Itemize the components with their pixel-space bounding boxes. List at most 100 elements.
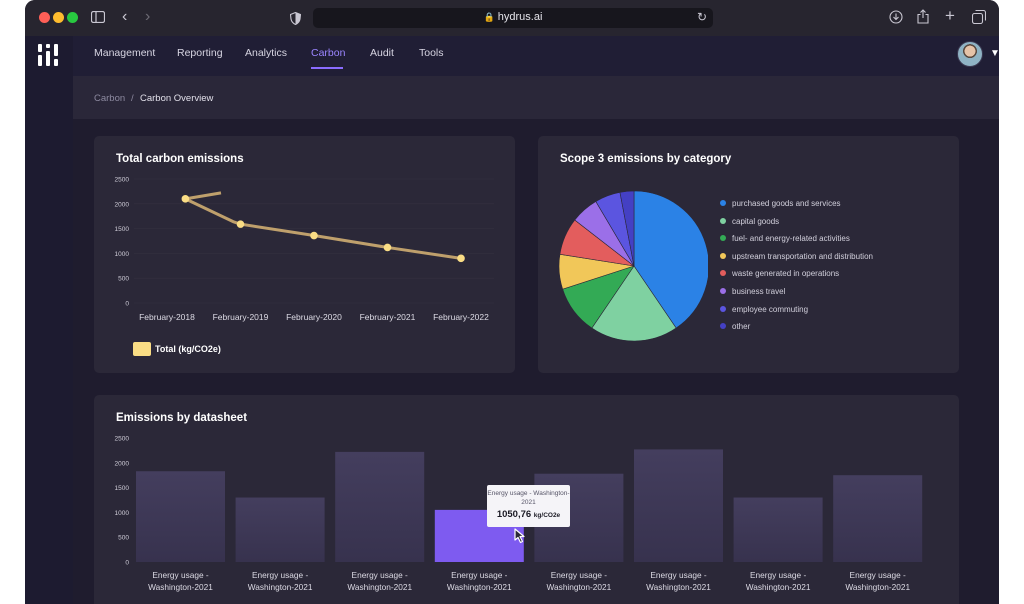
x-tick-label: Washington-2021 [845,582,910,592]
chevron-down-icon[interactable]: ▼ [990,48,999,59]
bar [136,471,225,562]
x-tick-label: Washington-2021 [148,582,213,592]
breadcrumb-current: Carbon Overview [140,93,214,104]
x-tick-label: February-2020 [286,312,342,322]
sidebar [25,36,73,604]
y-tick-label: 2000 [115,201,130,208]
share-icon[interactable] [917,9,929,28]
y-tick-label: 500 [118,535,129,542]
data-point [383,243,392,252]
bar [733,497,823,562]
card-title: Total carbon emissions [116,153,244,165]
legend-label: employee commuting [732,304,809,314]
breadcrumb: Carbon / Carbon Overview [73,76,999,119]
browser-toolbar: ‹ › 🔒 hydrus.ai ↻ + [25,0,999,36]
legend-dot [720,252,726,259]
x-tick-label: February-2018 [139,312,195,322]
x-tick-label: Washington-2021 [347,582,412,592]
legend-label: business travel [732,287,786,296]
breadcrumb-separator: / [131,93,134,104]
back-icon[interactable]: ‹ [122,8,128,25]
hydrus-logo[interactable] [38,44,60,66]
x-tick-label: Washington-2021 [248,582,313,592]
x-tick-label: Energy usage - [152,570,209,580]
minimize-window-button[interactable] [53,12,64,23]
legend-label: Total (kg/CO2e) [155,344,221,354]
mouse-cursor-icon [514,528,525,544]
x-tick-label: Energy usage - [750,570,807,580]
browser-window: ‹ › 🔒 hydrus.ai ↻ + Management [25,0,999,604]
lock-icon: 🔒 [483,12,495,22]
nav-item-management[interactable]: Management [94,47,156,59]
tooltip-unit: kg/CO2e [533,512,561,519]
top-navigation: Management Reporting Analytics Carbon Au… [73,36,999,76]
x-tick-label: February-2019 [213,312,269,322]
legend-label: fuel- and energy-related activities [732,234,850,244]
legend-label: other [732,322,751,332]
x-tick-label: Energy usage - [650,570,707,580]
user-avatar[interactable] [957,41,983,67]
pie-slice [619,190,635,267]
y-tick-label: 1500 [115,226,130,233]
x-tick-label: Washington-2021 [447,582,512,592]
nav-item-carbon[interactable]: Carbon [311,47,346,59]
new-tab-icon[interactable]: + [945,6,955,25]
forward-icon[interactable]: › [145,8,151,25]
total-emissions-card: Total carbon emissions 0 500 1000 1500 2000 2… [94,136,515,373]
pie-slice [633,190,708,329]
x-tick-label: Energy usage - [850,570,907,580]
address-bar[interactable]: 🔒 hydrus.ai ↻ [313,8,713,28]
legend-dot [720,217,726,224]
legend-item[interactable]: fuel- and energy-related activities [720,234,850,243]
y-tick-label: 1500 [115,485,130,492]
legend-dot [720,305,726,312]
datasheet-emissions-card: Emissions by datasheet 0 500 1000 1500 2000 2… [94,395,959,604]
nav-item-reporting[interactable]: Reporting [177,47,223,59]
x-tick-label: Washington-2021 [646,582,711,592]
nav-item-tools[interactable]: Tools [419,47,444,59]
zoom-window-button[interactable] [67,12,78,23]
close-window-button[interactable] [39,12,50,23]
legend-item[interactable]: employee commuting [720,305,808,314]
y-tick-label: 2500 [115,436,130,443]
legend-dot [720,323,726,330]
legend-dot [720,288,726,294]
legend-label: upstream transportation and distribution [732,251,873,261]
x-tick-label: February-2021 [360,312,416,322]
tab-overview-icon[interactable] [971,9,987,28]
x-tick-label: February-2022 [433,312,489,322]
x-tick-label: Washington-2021 [547,582,612,592]
x-tick-label: Energy usage - [252,570,309,580]
privacy-shield-icon[interactable] [289,11,302,29]
legend-item[interactable]: capital goods [720,217,779,226]
x-tick-label: Energy usage - [352,570,409,580]
sidebar-toggle-icon[interactable] [90,9,106,27]
scope3-pie-chart [558,190,708,342]
data-point [236,220,245,228]
legend-item[interactable]: upstream transportation and distribution [720,252,873,261]
nav-item-analytics[interactable]: Analytics [245,47,288,59]
legend-label: capital goods [732,216,780,226]
data-point [310,231,318,240]
legend-item[interactable]: business travel [720,287,785,296]
legend-label: purchased goods and services [732,199,841,208]
y-tick-label: 1000 [115,251,130,258]
card-title: Scope 3 emissions by category [560,153,732,165]
bar [335,451,425,562]
scope3-emissions-card: Scope 3 emissions by category purchased … [538,136,959,373]
data-point [457,254,465,263]
legend-label: waste generated in operations [732,269,840,279]
y-tick-label: 0 [125,301,129,308]
nav-item-audit[interactable]: Audit [370,47,394,59]
bar [833,475,923,562]
legend-item[interactable]: waste generated in operations [720,269,839,278]
legend-item[interactable]: other [720,322,750,331]
x-tick-label: Energy usage - [451,570,508,580]
total-series-line [183,191,462,260]
reload-icon[interactable]: ↻ [696,10,707,24]
download-icon[interactable] [889,10,903,28]
breadcrumb-parent[interactable]: Carbon [94,93,126,104]
y-tick-label: 2500 [115,177,130,184]
legend-item[interactable]: purchased goods and services [720,199,841,208]
total-emissions-chart: 0 500 1000 1500 2000 2500 February-2018 Februar… [115,177,494,322]
